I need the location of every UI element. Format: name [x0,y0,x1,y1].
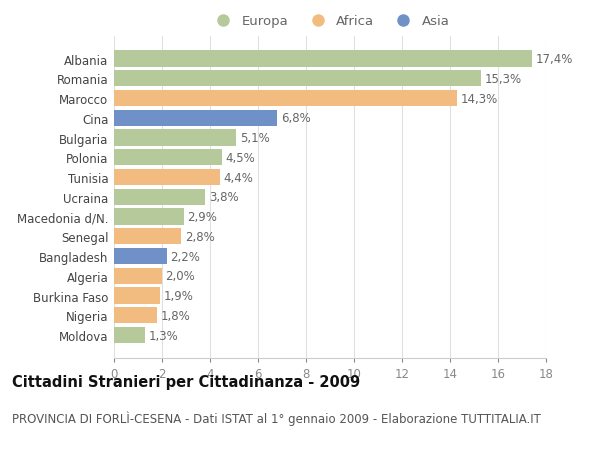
Text: 5,1%: 5,1% [240,132,270,145]
Bar [114,189,205,206]
Text: 2,9%: 2,9% [187,211,217,224]
Text: 2,2%: 2,2% [170,250,200,263]
Text: 1,9%: 1,9% [163,290,193,302]
Bar [114,150,222,166]
Text: 3,8%: 3,8% [209,191,238,204]
Text: 1,8%: 1,8% [161,309,191,322]
Bar [114,288,160,304]
Bar [114,229,181,245]
Bar [114,248,167,264]
Text: 14,3%: 14,3% [461,92,498,105]
Legend: Europa, Africa, Asia: Europa, Africa, Asia [206,11,454,32]
Text: 2,8%: 2,8% [185,230,215,243]
Text: 17,4%: 17,4% [535,53,572,66]
Text: PROVINCIA DI FORLÌ-CESENA - Dati ISTAT al 1° gennaio 2009 - Elaborazione TUTTITA: PROVINCIA DI FORLÌ-CESENA - Dati ISTAT a… [12,411,541,425]
Bar [114,268,162,284]
Bar [114,130,236,146]
Bar [114,308,157,324]
Bar [114,209,184,225]
Text: 2,0%: 2,0% [166,270,196,283]
Bar [114,111,277,127]
Bar [114,169,220,186]
Text: 15,3%: 15,3% [485,73,522,85]
Bar [114,71,481,87]
Text: 4,4%: 4,4% [223,171,253,184]
Text: 6,8%: 6,8% [281,112,311,125]
Bar [114,51,532,67]
Text: 1,3%: 1,3% [149,329,179,342]
Text: Cittadini Stranieri per Cittadinanza - 2009: Cittadini Stranieri per Cittadinanza - 2… [12,374,360,389]
Text: 4,5%: 4,5% [226,151,256,164]
Bar [114,327,145,343]
Bar [114,91,457,107]
